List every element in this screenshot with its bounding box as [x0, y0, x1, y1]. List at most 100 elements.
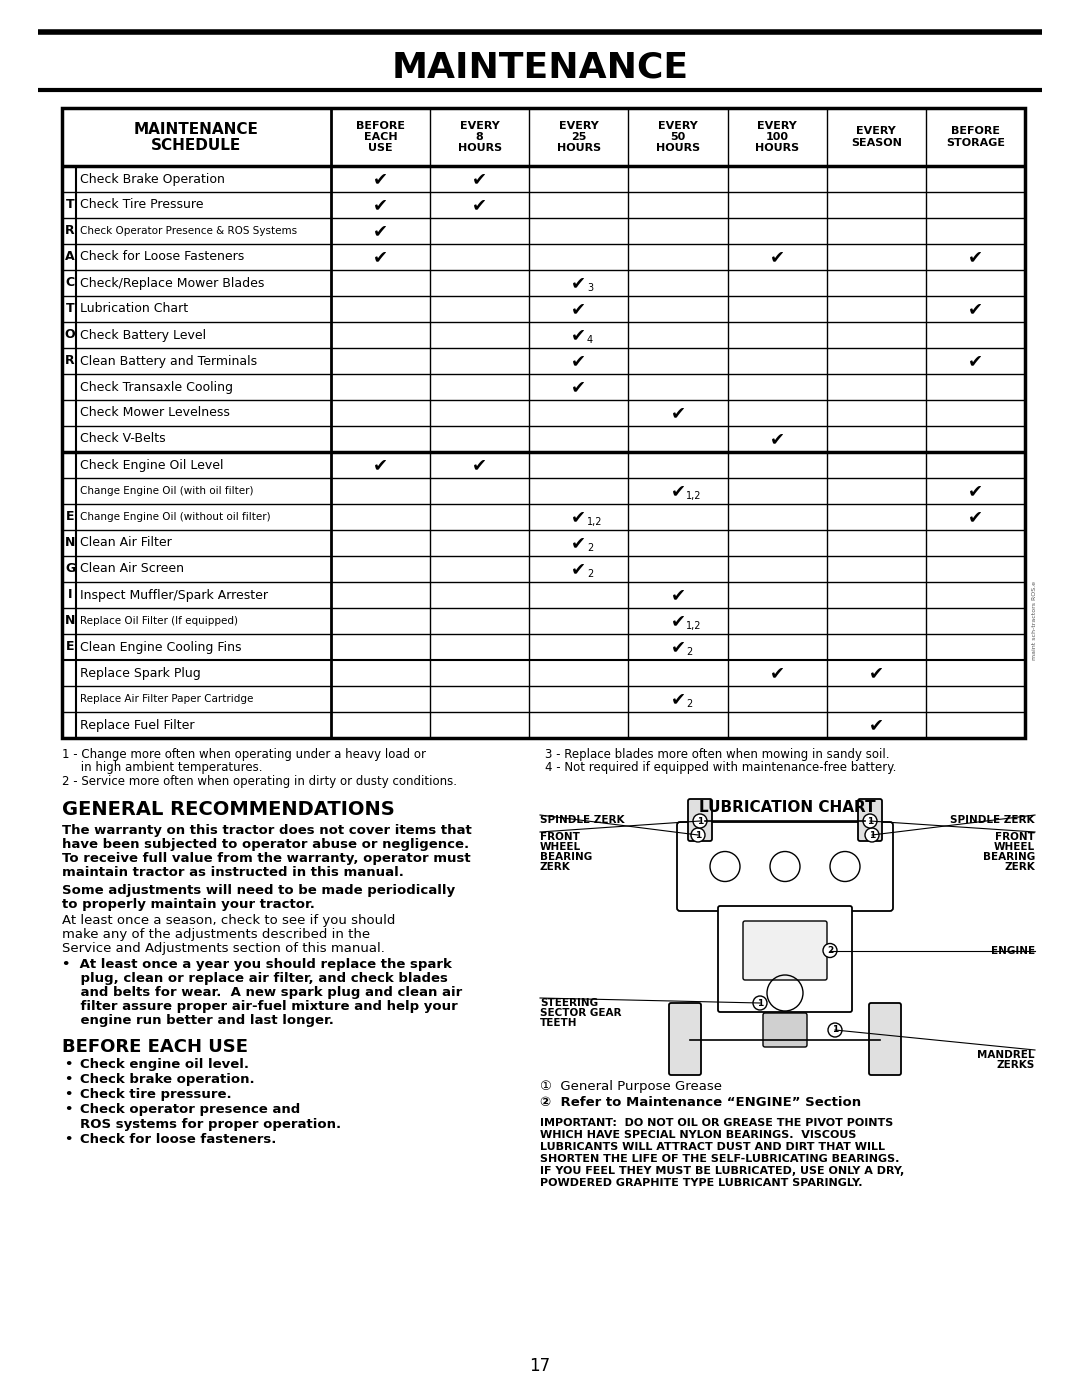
- Text: EVERY: EVERY: [460, 122, 500, 131]
- Text: EACH: EACH: [364, 131, 397, 142]
- Text: plug, clean or replace air filter, and check blades: plug, clean or replace air filter, and c…: [62, 972, 448, 985]
- Text: HOURS: HOURS: [458, 142, 502, 154]
- Text: T: T: [66, 303, 75, 316]
- Text: The warranty on this tractor does not cover items that: The warranty on this tractor does not co…: [62, 824, 472, 837]
- Text: 1: 1: [697, 816, 703, 826]
- Text: HOURS: HOURS: [656, 142, 700, 154]
- Text: Check Tire Pressure: Check Tire Pressure: [80, 198, 203, 211]
- Text: Check V-Belts: Check V-Belts: [80, 433, 165, 446]
- Text: 2: 2: [686, 698, 692, 710]
- Text: WHEEL: WHEEL: [540, 842, 581, 852]
- Text: Inspect Muffler/Spark Arrester: Inspect Muffler/Spark Arrester: [80, 588, 268, 602]
- Text: SPINDLE ZERK: SPINDLE ZERK: [950, 814, 1035, 826]
- Text: ✔: ✔: [373, 455, 388, 474]
- Text: EVERY: EVERY: [856, 127, 896, 137]
- FancyBboxPatch shape: [688, 799, 712, 841]
- Text: 1: 1: [869, 830, 875, 840]
- Text: ✔: ✔: [571, 509, 586, 527]
- Text: ZERKS: ZERKS: [997, 1060, 1035, 1070]
- Text: ✔: ✔: [968, 482, 983, 500]
- Text: 4: 4: [586, 335, 593, 345]
- Text: STORAGE: STORAGE: [946, 137, 1004, 148]
- Text: Check Transaxle Cooling: Check Transaxle Cooling: [80, 380, 233, 394]
- Text: •: •: [64, 1133, 72, 1146]
- Text: Check for loose fasteners.: Check for loose fasteners.: [80, 1133, 276, 1146]
- Text: ✔: ✔: [671, 638, 686, 657]
- Text: 1,2: 1,2: [686, 490, 702, 502]
- Text: BEARING: BEARING: [540, 852, 592, 862]
- Text: E: E: [66, 640, 75, 654]
- Text: Check Mower Levelness: Check Mower Levelness: [80, 407, 230, 419]
- FancyBboxPatch shape: [677, 821, 893, 911]
- Text: BEFORE: BEFORE: [950, 127, 1000, 137]
- Text: engine run better and last longer.: engine run better and last longer.: [62, 1014, 334, 1027]
- FancyBboxPatch shape: [869, 1003, 901, 1076]
- Text: ✔: ✔: [472, 170, 487, 189]
- Text: HOURS: HOURS: [755, 142, 799, 154]
- FancyBboxPatch shape: [743, 921, 827, 981]
- FancyBboxPatch shape: [762, 1013, 807, 1046]
- Text: ✔: ✔: [373, 222, 388, 240]
- Circle shape: [693, 814, 707, 828]
- Text: ROS systems for proper operation.: ROS systems for proper operation.: [80, 1118, 341, 1132]
- Text: USE: USE: [368, 142, 393, 154]
- Text: 1,2: 1,2: [686, 622, 702, 631]
- Text: Check/Replace Mower Blades: Check/Replace Mower Blades: [80, 277, 265, 289]
- Text: BEFORE EACH USE: BEFORE EACH USE: [62, 1038, 248, 1056]
- Circle shape: [863, 814, 877, 828]
- Text: ✔: ✔: [472, 196, 487, 214]
- Text: •: •: [64, 1058, 72, 1071]
- Text: to properly maintain your tractor.: to properly maintain your tractor.: [62, 898, 315, 911]
- Text: SECTOR GEAR: SECTOR GEAR: [540, 1009, 621, 1018]
- Text: Service and Adjustments section of this manual.: Service and Adjustments section of this …: [62, 942, 384, 956]
- Circle shape: [753, 996, 767, 1010]
- Text: 4 - Not required if equipped with maintenance-free battery.: 4 - Not required if equipped with mainte…: [545, 761, 896, 774]
- Text: Check Operator Presence & ROS Systems: Check Operator Presence & ROS Systems: [80, 226, 297, 236]
- Text: ✔: ✔: [671, 585, 686, 604]
- Text: ✔: ✔: [671, 404, 686, 422]
- Text: ✔: ✔: [868, 717, 883, 733]
- Text: •  At least once a year you should replace the spark: • At least once a year you should replac…: [62, 958, 451, 971]
- Text: ✔: ✔: [571, 326, 586, 344]
- Text: At least once a season, check to see if you should: At least once a season, check to see if …: [62, 914, 395, 928]
- Text: 8: 8: [476, 131, 484, 142]
- Text: E: E: [66, 510, 75, 524]
- Text: R: R: [65, 225, 75, 237]
- Text: SEASON: SEASON: [851, 137, 902, 148]
- Text: Some adjustments will need to be made periodically: Some adjustments will need to be made pe…: [62, 884, 455, 897]
- Text: WHICH HAVE SPECIAL NYLON BEARINGS.  VISCOUS: WHICH HAVE SPECIAL NYLON BEARINGS. VISCO…: [540, 1130, 856, 1140]
- Text: 3: 3: [586, 284, 593, 293]
- Text: ✔: ✔: [373, 249, 388, 265]
- Text: HOURS: HOURS: [557, 142, 600, 154]
- Text: C: C: [66, 277, 75, 289]
- Text: GENERAL RECOMMENDATIONS: GENERAL RECOMMENDATIONS: [62, 800, 395, 819]
- Text: EVERY: EVERY: [658, 122, 698, 131]
- Text: Replace Oil Filter (If equipped): Replace Oil Filter (If equipped): [80, 616, 238, 626]
- Bar: [62, 108, 1025, 738]
- Text: Replace Spark Plug: Replace Spark Plug: [80, 666, 201, 679]
- Text: Check Brake Operation: Check Brake Operation: [80, 172, 225, 186]
- Text: Check tire pressure.: Check tire pressure.: [80, 1088, 231, 1101]
- FancyBboxPatch shape: [669, 1003, 701, 1076]
- Text: BEFORE: BEFORE: [356, 122, 405, 131]
- Text: ENGINE: ENGINE: [990, 946, 1035, 956]
- Text: ZERK: ZERK: [540, 862, 570, 872]
- Text: ✔: ✔: [770, 664, 785, 682]
- Text: Check for Loose Fasteners: Check for Loose Fasteners: [80, 250, 244, 264]
- Text: Replace Fuel Filter: Replace Fuel Filter: [80, 718, 194, 732]
- Text: Check Engine Oil Level: Check Engine Oil Level: [80, 458, 224, 472]
- Text: Clean Battery and Terminals: Clean Battery and Terminals: [80, 355, 257, 367]
- Text: SPINDLE ZERK: SPINDLE ZERK: [540, 814, 624, 826]
- Text: maint sch-tractors ROS.e: maint sch-tractors ROS.e: [1032, 581, 1037, 661]
- Text: ①  General Purpose Grease: ① General Purpose Grease: [540, 1080, 723, 1092]
- Text: ✔: ✔: [968, 352, 983, 370]
- Text: ✔: ✔: [671, 690, 686, 708]
- Text: ✔: ✔: [571, 534, 586, 552]
- Text: O: O: [65, 328, 76, 341]
- Text: SHORTEN THE LIFE OF THE SELF-LUBRICATING BEARINGS.: SHORTEN THE LIFE OF THE SELF-LUBRICATING…: [540, 1154, 900, 1164]
- Text: Check operator presence and: Check operator presence and: [80, 1104, 300, 1116]
- Text: Lubrication Chart: Lubrication Chart: [80, 303, 188, 316]
- Circle shape: [865, 828, 879, 842]
- Text: IMPORTANT:  DO NOT OIL OR GREASE THE PIVOT POINTS: IMPORTANT: DO NOT OIL OR GREASE THE PIVO…: [540, 1118, 893, 1127]
- Text: 2 - Service more often when operating in dirty or dusty conditions.: 2 - Service more often when operating in…: [62, 775, 457, 788]
